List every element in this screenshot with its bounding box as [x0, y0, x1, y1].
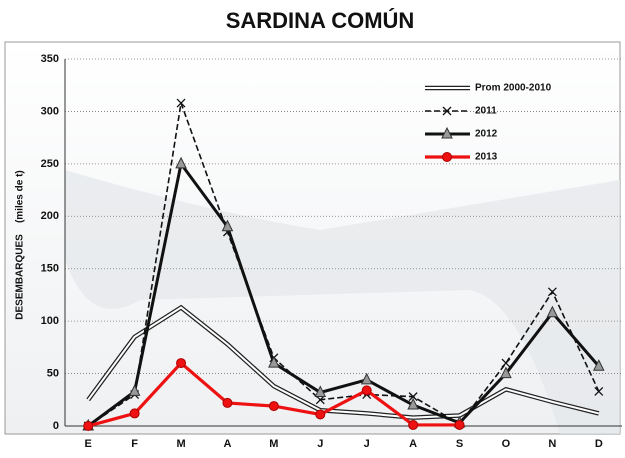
marker [175, 156, 187, 169]
marker [268, 401, 279, 412]
x-tick-label: J [317, 438, 323, 450]
marker [547, 287, 557, 297]
marker [128, 384, 141, 396]
y-axis-label: DESEMBARQUES (miles de t) [15, 170, 26, 319]
marker [408, 392, 418, 402]
legend-label: Prom 2000-2010 [475, 83, 552, 94]
background-photo [65, 170, 620, 434]
marker [546, 305, 559, 318]
x-tick-label: A [223, 438, 231, 450]
legend-label: 2011 [475, 106, 497, 117]
marker [268, 355, 280, 368]
marker [315, 409, 326, 420]
marker [83, 421, 94, 431]
x-tick-label: N [548, 438, 556, 450]
x-tick-label: E [85, 438, 92, 450]
y-tick-label: 350 [41, 53, 59, 65]
x-tick-label: O [502, 438, 511, 450]
marker [500, 366, 512, 379]
marker [441, 126, 453, 139]
series-line [87, 102, 600, 427]
y-tick-label: 300 [41, 105, 59, 117]
marker [501, 358, 511, 368]
x-tick-label: M [269, 438, 278, 450]
marker [442, 106, 452, 116]
marker [176, 358, 187, 369]
marker [442, 152, 452, 162]
marker [176, 98, 186, 108]
marker [592, 359, 605, 371]
x-tick-label: D [595, 438, 603, 450]
y-tick-label: 250 [41, 158, 59, 170]
marker [407, 397, 419, 410]
marker [315, 395, 325, 405]
marker [360, 372, 373, 385]
legend-label: 2012 [475, 129, 498, 140]
marker [314, 385, 327, 397]
marker [408, 419, 419, 430]
y-tick-label: 0 [53, 420, 59, 432]
y-tick-label: 200 [41, 210, 59, 222]
chart-title: SARDINA COMÚN [226, 8, 415, 33]
series-line [87, 160, 600, 428]
series-line [87, 306, 600, 419]
x-tick-label: F [131, 438, 138, 450]
marker [221, 219, 234, 232]
legend-label: 2013 [475, 152, 498, 163]
y-tick-label: 100 [41, 315, 59, 327]
x-tick-label: S [456, 438, 463, 450]
marker [361, 385, 372, 396]
marker [222, 397, 233, 408]
x-tick-label: M [176, 438, 185, 450]
y-tick-label: 50 [47, 367, 59, 379]
y-tick-label: 150 [41, 263, 59, 275]
x-tick-label: A [409, 438, 417, 450]
marker [454, 419, 465, 430]
marker [129, 408, 140, 419]
marker [594, 386, 604, 396]
x-tick-label: J [364, 438, 370, 450]
